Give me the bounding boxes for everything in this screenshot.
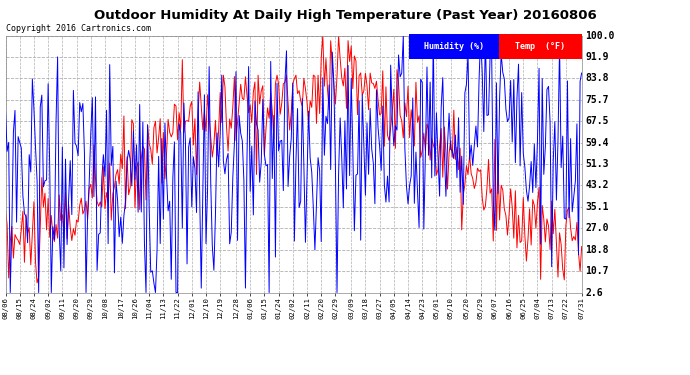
Text: 67.5: 67.5 — [585, 116, 609, 126]
Text: Copyright 2016 Cartronics.com: Copyright 2016 Cartronics.com — [6, 24, 150, 33]
Text: 43.2: 43.2 — [585, 180, 609, 190]
Text: 59.4: 59.4 — [585, 138, 609, 148]
Text: 27.0: 27.0 — [585, 223, 609, 233]
Text: 100.0: 100.0 — [585, 31, 615, 40]
Text: 18.8: 18.8 — [585, 245, 609, 255]
Text: Humidity (%): Humidity (%) — [424, 42, 484, 51]
Text: Outdoor Humidity At Daily High Temperature (Past Year) 20160806: Outdoor Humidity At Daily High Temperatu… — [94, 9, 596, 22]
Text: 91.9: 91.9 — [585, 52, 609, 62]
Text: 83.8: 83.8 — [585, 74, 609, 83]
Text: 10.7: 10.7 — [585, 266, 609, 276]
Text: 51.3: 51.3 — [585, 159, 609, 169]
Text: Temp  (°F): Temp (°F) — [515, 42, 565, 51]
Text: 35.1: 35.1 — [585, 202, 609, 212]
Text: 75.7: 75.7 — [585, 95, 609, 105]
Text: 2.6: 2.6 — [585, 288, 603, 297]
